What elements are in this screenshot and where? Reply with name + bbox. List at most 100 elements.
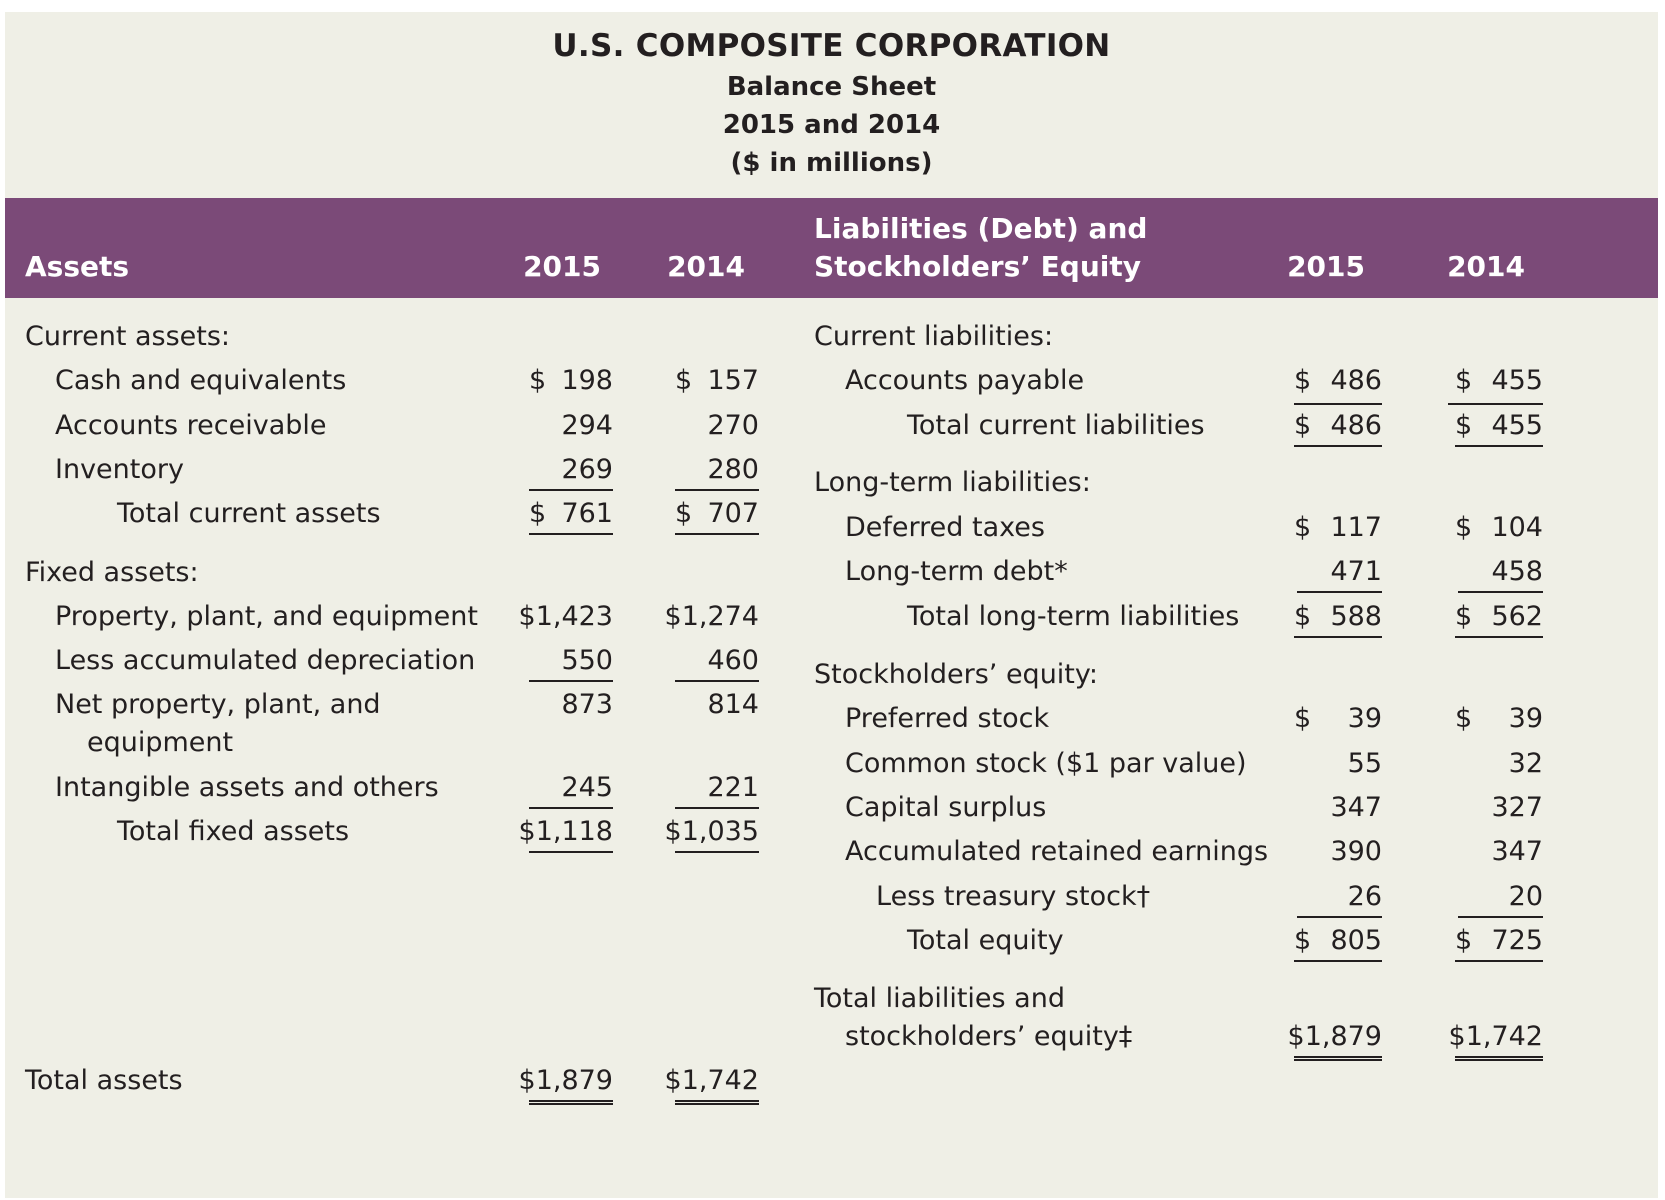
total-fixed-assets-2015: $1,118	[519, 813, 613, 853]
total-current-liabilities-2015: $486	[1294, 407, 1382, 447]
dollar-sign: $	[1455, 365, 1473, 396]
amount: 873	[561, 689, 613, 720]
amount: 805	[1330, 925, 1382, 956]
liabilities-header-line1: Liabilities (Debt) and	[814, 212, 1148, 245]
amount: 458	[1491, 556, 1543, 587]
current-liabilities-heading: Current liabilities:	[814, 321, 1054, 352]
dollar-sign: $	[1294, 512, 1312, 543]
treasury-stock-label: Less treasury stock†	[876, 881, 1151, 912]
amount: 198	[561, 365, 613, 396]
net-ppe-label-line1: Net property, plant, and	[55, 689, 381, 720]
capital-surplus-label: Capital surplus	[845, 792, 1047, 823]
inventory-2015: 269	[529, 451, 613, 491]
total-assets-label: Total assets	[25, 1065, 183, 1096]
amount: 117	[1330, 512, 1382, 543]
amount: 157	[707, 365, 759, 396]
amount: 39	[1508, 703, 1543, 734]
amount: 294	[561, 410, 613, 441]
amount: 327	[1491, 792, 1543, 823]
total-liabilities-equity-2014: $1,742	[1449, 1018, 1543, 1061]
total-equity-2014: $725	[1455, 922, 1543, 962]
depreciation-label: Less accumulated depreciation	[55, 645, 476, 676]
dollar-sign: $	[529, 498, 547, 529]
total-current-assets-label: Total current assets	[117, 498, 381, 529]
amount: 390	[1330, 836, 1382, 867]
ppe-label: Property, plant, and equipment	[55, 601, 478, 632]
treasury-stock-2015: 26	[1297, 878, 1382, 918]
total-liabilities-label-line1: Total liabilities and	[814, 983, 1065, 1014]
preferred-stock-label: Preferred stock	[845, 703, 1050, 734]
amount: 486	[1330, 365, 1382, 396]
amount: 471	[1330, 556, 1382, 587]
fixed-assets-heading: Fixed assets:	[25, 557, 199, 588]
amount: 707	[707, 498, 759, 529]
equity-heading: Stockholders’ equity:	[814, 659, 1099, 690]
assets-2015-header: 2015	[523, 250, 601, 283]
dollar-sign: $	[675, 498, 693, 529]
total-current-assets-2015: $761	[529, 495, 613, 535]
dollar-sign: $	[1294, 601, 1312, 632]
net-ppe-2014: 814	[675, 686, 759, 724]
total-fixed-assets-label: Total fixed assets	[117, 816, 350, 847]
capital-surplus-2015: 347	[1294, 789, 1382, 827]
intangibles-2014: 221	[675, 769, 759, 809]
dollar-sign: $	[1455, 925, 1473, 956]
payable-2015: $486	[1294, 362, 1382, 400]
liabilities-2014-header: 2014	[1447, 250, 1525, 283]
total-longterm-liabilities-2015: $588	[1294, 598, 1382, 638]
amount: $1,274	[664, 601, 759, 632]
common-stock-label: Common stock ($1 par value)	[845, 748, 1247, 779]
amount: 104	[1491, 512, 1543, 543]
total-fixed-assets-2014: $1,035	[665, 813, 759, 853]
amount: 455	[1491, 410, 1543, 441]
liabilities-header-line2: Stockholders’ Equity	[814, 250, 1142, 283]
retained-earnings-label: Accumulated retained earnings	[845, 836, 1269, 867]
total-assets-2014: $1,742	[665, 1062, 759, 1105]
capital-surplus-2014: 327	[1455, 789, 1543, 827]
cash-2014: $157	[675, 362, 759, 400]
retained-earnings-2014: 347	[1455, 833, 1543, 871]
total-assets-2015: $1,879	[519, 1062, 613, 1105]
longterm-debt-2014: 458	[1458, 553, 1543, 593]
dollar-sign: $	[1455, 512, 1473, 543]
longterm-debt-2015: 471	[1297, 553, 1382, 593]
receivables-2014: 270	[675, 407, 759, 445]
amount: 347	[1330, 792, 1382, 823]
total-longterm-liabilities-label: Total long-term liabilities	[907, 601, 1240, 632]
intangibles-2015: 245	[529, 769, 613, 809]
dollar-sign: $	[529, 365, 547, 396]
total-current-liabilities-label: Total current liabilities	[907, 410, 1205, 441]
payable-2014: $455	[1455, 362, 1543, 400]
liabilities-2015-header: 2015	[1287, 250, 1365, 283]
preferred-stock-2015: $39	[1294, 700, 1382, 738]
depreciation-2015: 550	[529, 642, 613, 682]
treasury-stock-2014: 20	[1458, 878, 1543, 918]
amount: 761	[561, 498, 613, 529]
amount: 32	[1508, 748, 1543, 779]
cash-2015: $198	[529, 362, 613, 400]
balance-sheet: U.S. COMPOSITE CORPORATION Balance Sheet…	[5, 12, 1658, 1198]
ppe-2015: $1,423	[519, 598, 613, 636]
amount: 280	[707, 454, 759, 485]
units-label: ($ in millions)	[730, 148, 933, 178]
amount: $1,742	[1448, 1021, 1543, 1052]
title-block: U.S. COMPOSITE CORPORATION Balance Sheet…	[5, 12, 1658, 198]
deferred-taxes-label: Deferred taxes	[845, 512, 1045, 543]
statement-name: Balance Sheet	[726, 72, 937, 102]
dollar-sign: $	[675, 365, 693, 396]
amount: 245	[561, 772, 613, 803]
intangibles-label: Intangible assets and others	[55, 772, 439, 803]
payable-rule-2015	[1294, 403, 1382, 405]
deferred-taxes-2014: $104	[1455, 509, 1543, 547]
dollar-sign: $	[1455, 410, 1473, 441]
common-stock-2014: 32	[1455, 745, 1543, 783]
amount: 269	[561, 454, 613, 485]
assets-2014-header: 2014	[667, 250, 745, 283]
amount: 270	[707, 410, 759, 441]
receivables-label: Accounts receivable	[55, 410, 327, 441]
inventory-label: Inventory	[55, 454, 184, 485]
amount: $1,742	[664, 1065, 759, 1096]
net-ppe-label-line2: equipment	[87, 727, 234, 758]
dollar-sign: $	[1294, 365, 1312, 396]
total-current-liabilities-2014: $455	[1455, 407, 1543, 447]
